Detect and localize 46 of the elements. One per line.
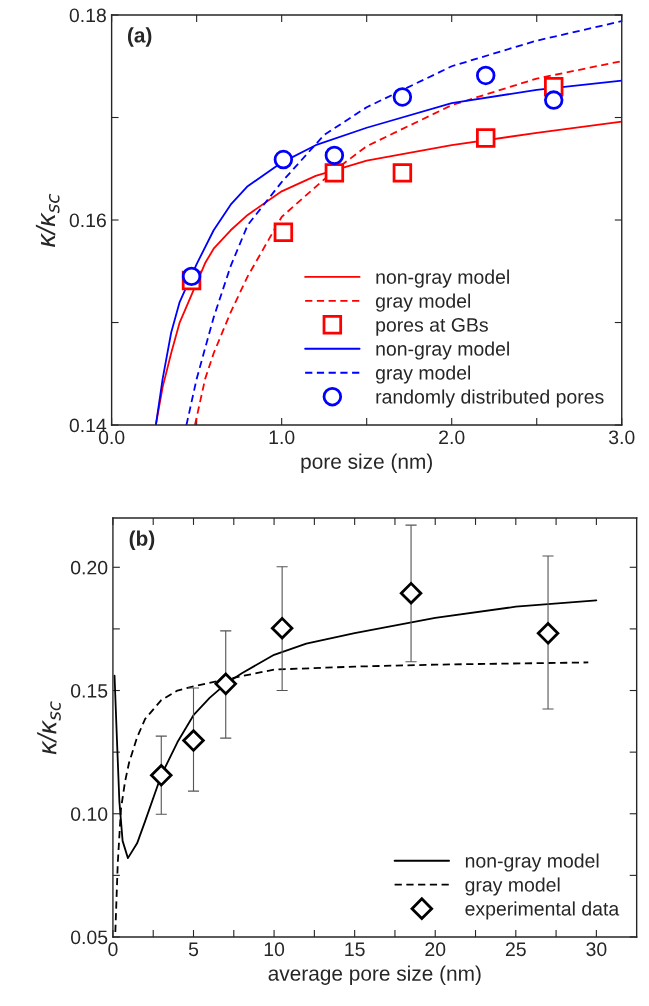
point bbox=[392, 87, 413, 107]
x-tick-label: 15 bbox=[345, 942, 365, 957]
y-tick-label: 0.18 bbox=[69, 8, 106, 23]
point bbox=[214, 672, 237, 696]
point bbox=[475, 65, 496, 86]
y-tick-label: 0.05 bbox=[70, 930, 108, 945]
legend-label: non-gray model bbox=[376, 341, 509, 360]
x-tick-label: 1.0 bbox=[269, 430, 295, 445]
legend-label: gray model bbox=[375, 365, 471, 384]
point bbox=[399, 581, 423, 605]
point bbox=[536, 622, 560, 645]
point bbox=[475, 128, 496, 148]
legend-label: randomly distributed pores bbox=[376, 389, 604, 408]
x-tick-label: 20 bbox=[425, 942, 446, 957]
x-tick-label: 10 bbox=[264, 942, 285, 957]
x-tick-label: 25 bbox=[505, 942, 526, 957]
legend-label: pores at GBs bbox=[376, 318, 488, 336]
legend-label: gray model bbox=[465, 877, 560, 896]
point bbox=[392, 163, 413, 183]
x-axis-title: pore size (nm) bbox=[301, 453, 432, 473]
y-axis-title: κ/κ$_{sc}$ bbox=[35, 193, 60, 247]
point bbox=[324, 163, 345, 183]
point bbox=[273, 222, 294, 243]
legend-label: gray model bbox=[375, 293, 471, 312]
x-tick-label: 0 bbox=[108, 942, 118, 957]
x-tick-label: 30 bbox=[586, 942, 607, 957]
y-tick-label: 0.10 bbox=[70, 807, 108, 821]
annotation: (a) bbox=[127, 27, 152, 47]
point bbox=[270, 616, 294, 640]
y-axis-title: κ/κ$_{sc}$ bbox=[37, 701, 61, 755]
x-tick-label: 5 bbox=[188, 942, 199, 957]
legend-label: non-gray model bbox=[465, 853, 599, 872]
point bbox=[544, 90, 564, 110]
annotation: (b) bbox=[129, 530, 155, 550]
x-tick-label: 3.0 bbox=[608, 430, 635, 445]
y-tick-label: 0.15 bbox=[70, 683, 108, 698]
point bbox=[324, 145, 345, 166]
point bbox=[273, 149, 294, 170]
point bbox=[150, 764, 173, 787]
point bbox=[182, 729, 205, 752]
legend-label: non-gray model bbox=[376, 269, 509, 288]
legend-label: experimental data bbox=[465, 901, 620, 920]
x-axis-title: average pore size (nm) bbox=[268, 965, 481, 985]
y-tick-label: 0.16 bbox=[69, 213, 106, 228]
x-tick-label: 2.0 bbox=[439, 430, 465, 445]
y-tick-label: 0.20 bbox=[70, 560, 108, 575]
